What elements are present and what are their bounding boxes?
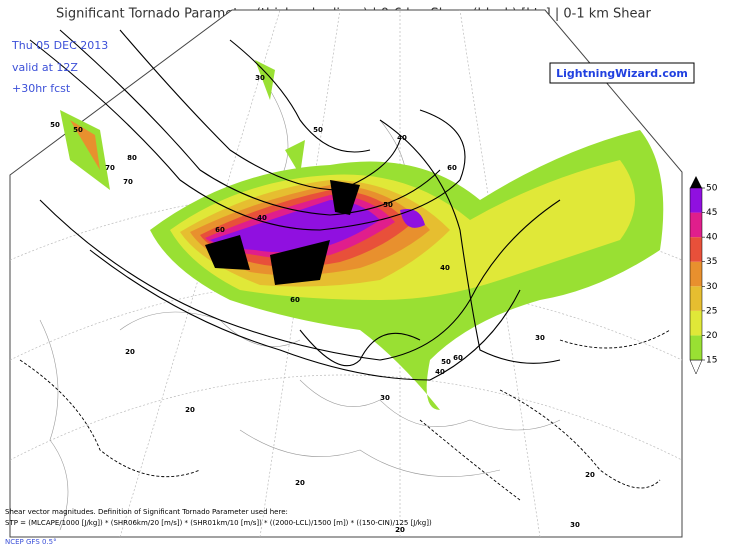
colorbar-label: 15: [706, 356, 717, 366]
colorbar-label: 25: [706, 306, 717, 316]
colorbar-segment: [690, 286, 702, 311]
contour-label: 60: [447, 164, 457, 172]
contour-label: 40: [257, 214, 267, 222]
contour-label: 20: [185, 406, 195, 414]
footer-line1: Shear vector magnitudes. Definition of S…: [5, 508, 288, 516]
colorbar-segment: [690, 188, 702, 213]
colorbar-segment: [690, 261, 702, 287]
date: Thu 05 DEC 2013: [11, 39, 108, 52]
contour-label: 30: [570, 521, 580, 529]
colorbar-label: 40: [706, 233, 718, 243]
website: LightningWizard.com: [556, 67, 688, 80]
colorbar-over: [690, 176, 702, 188]
colorbar-label: 30: [706, 282, 718, 292]
website-box: [549, 62, 695, 84]
footer-source: NCEP GFS 0.5°: [5, 538, 57, 546]
colorbar-label: 45: [706, 208, 717, 218]
colorbar-segment: [690, 335, 702, 360]
contour-label: 40: [435, 368, 445, 376]
contour-label: 30: [380, 394, 390, 402]
contour-label: 50: [50, 121, 60, 129]
colorbar-segment: [690, 212, 702, 238]
contour-label: 60: [453, 354, 463, 362]
contour-label: 20: [395, 526, 405, 534]
colorbar-under: [689, 359, 703, 375]
colorbar-label: 35: [706, 257, 717, 267]
stp-field: [60, 60, 664, 410]
forecast-hour: +30hr fcst: [12, 82, 71, 95]
contour-label: 20: [125, 348, 135, 356]
contour-label: 50: [313, 126, 323, 134]
contour-label: 40: [440, 264, 450, 272]
colorbar-label: 20: [706, 331, 718, 341]
contour-label: 70: [123, 178, 133, 186]
contour-label: 50: [441, 358, 451, 366]
low-level-shear: [19, 329, 671, 501]
contour-label: 70: [105, 164, 115, 172]
colorbar-segment: [690, 310, 702, 336]
contour-label: 80: [127, 154, 137, 162]
contour-label: 20: [295, 479, 305, 487]
contour-label: 60: [290, 296, 300, 304]
contour-label: 30: [255, 74, 265, 82]
contour-label: 50: [383, 201, 393, 209]
shear-contours: [29, 29, 561, 381]
contour-label: 50: [73, 126, 83, 134]
footer-line2: STP = (MLCAPE/1000 [J/kg]) * (SHR06km/20…: [5, 519, 432, 527]
valid-time: valid at 12Z: [12, 61, 78, 74]
colorbar: 15 20 25 30 35 40 45 50: [689, 176, 718, 375]
colorbar-label: 50: [706, 184, 718, 194]
colorbar-frame: [689, 187, 703, 361]
contour-label: 20: [585, 471, 595, 479]
contour-label: 60: [215, 226, 225, 234]
colorbar-segment: [690, 237, 702, 262]
contour-label: 40: [397, 134, 407, 142]
contour-label: 30: [535, 334, 545, 342]
contour-labels: 5080706050704060504060504030302020202020…: [50, 74, 595, 534]
